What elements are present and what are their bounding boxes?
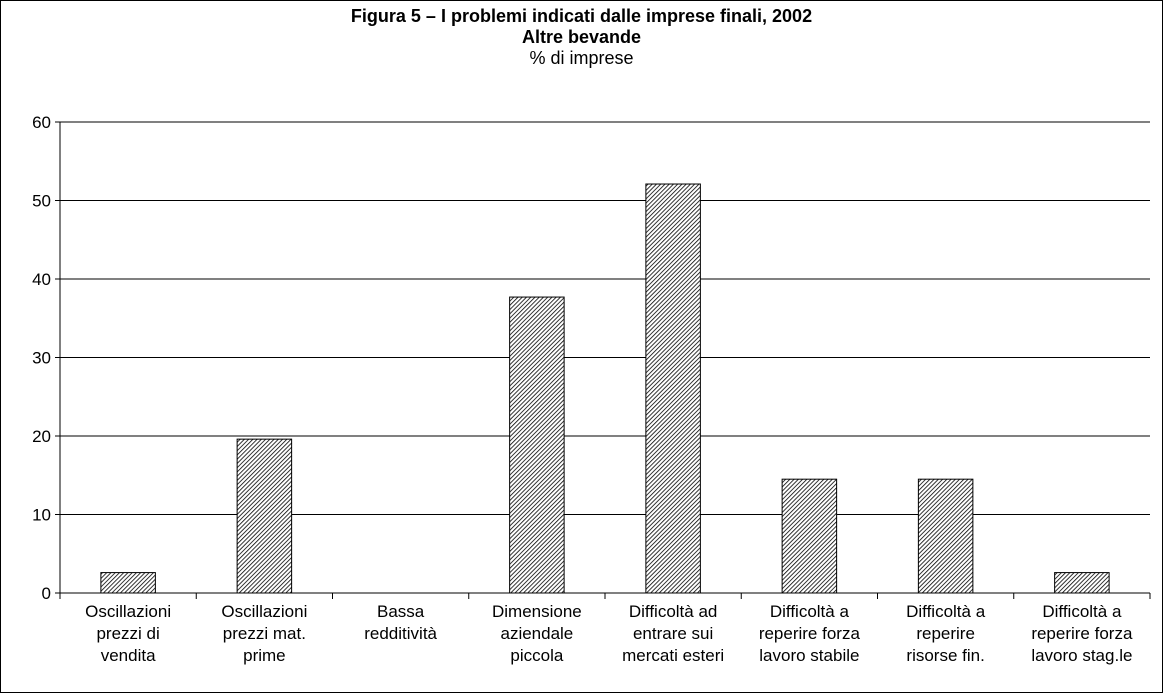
x-category-label-line: lavoro stabile <box>759 646 860 665</box>
y-tick-label: 30 <box>32 349 51 368</box>
x-category-label-line: risorse fin. <box>906 646 985 665</box>
gridlines <box>60 121 1150 515</box>
x-category-label: Difficoltà ad entrare sui mercati esteri <box>605 601 741 667</box>
y-tick-label: 20 <box>32 427 51 446</box>
y-tick-label: 40 <box>32 270 51 289</box>
chart-subtitle: Altre bevande <box>521 27 642 47</box>
x-category-label: Difficoltà a reperire forza lavoro stabile <box>741 601 877 667</box>
x-category-label: Difficoltà a reperire risorse fin. <box>878 601 1014 667</box>
x-category-label-line: Difficoltà a <box>1042 602 1122 621</box>
x-category-label: Oscillazioni prezzi mat. prime <box>196 601 332 667</box>
bars <box>100 183 1110 594</box>
x-category-label-line: piccola <box>510 646 564 665</box>
x-category-label-line: aziendale <box>500 624 574 643</box>
bar <box>917 478 974 594</box>
x-category-label-line: Oscillazioni <box>221 602 308 621</box>
x-category-label-line: prezzi di <box>96 624 160 643</box>
bar <box>509 296 565 594</box>
x-category-label-line: Difficoltà a <box>769 602 849 621</box>
bar <box>645 183 701 594</box>
x-category-label: Difficoltà a reperire forza lavoro stag.le <box>1014 601 1150 667</box>
x-category-label: Dimensione aziendale piccola <box>469 601 605 667</box>
chart-title: Figura 5 – I problemi indicati dalle imp… <box>350 6 813 26</box>
x-category-label-line: Bassa <box>377 602 425 621</box>
y-tick-label: 10 <box>32 506 51 525</box>
bar <box>781 478 838 594</box>
x-category-label-line: vendita <box>100 646 156 665</box>
bar <box>1054 572 1110 594</box>
chart-unit-label: % di imprese <box>529 48 634 68</box>
x-category-label-line: mercati esteri <box>622 646 725 665</box>
y-tick-label: 0 <box>42 584 51 603</box>
x-category-label-line: Dimensione <box>491 602 582 621</box>
x-category-label: Oscillazioni prezzi di vendita <box>60 601 196 667</box>
x-category-label-line: lavoro stag.le <box>1031 646 1133 665</box>
x-category-label-line: reperire <box>916 624 975 643</box>
x-category-label-line: redditività <box>364 624 437 643</box>
x-category-label: Bassa redditività <box>333 601 469 645</box>
x-category-label-line: reperire forza <box>1031 624 1133 643</box>
x-category-label-line: reperire forza <box>758 624 860 643</box>
x-category-label-line: prime <box>243 646 286 665</box>
x-category-label-line: prezzi mat. <box>222 624 306 643</box>
y-tick-label: 60 <box>32 113 51 132</box>
y-tick-label: 50 <box>32 192 51 211</box>
x-category-label-line: Oscillazioni <box>85 602 172 621</box>
x-category-label-line: Difficoltà a <box>906 602 986 621</box>
bar <box>100 572 156 594</box>
bar <box>236 438 293 594</box>
x-category-label-line: Difficoltà ad <box>628 602 718 621</box>
x-category-label-line: entrare sui <box>632 624 714 643</box>
